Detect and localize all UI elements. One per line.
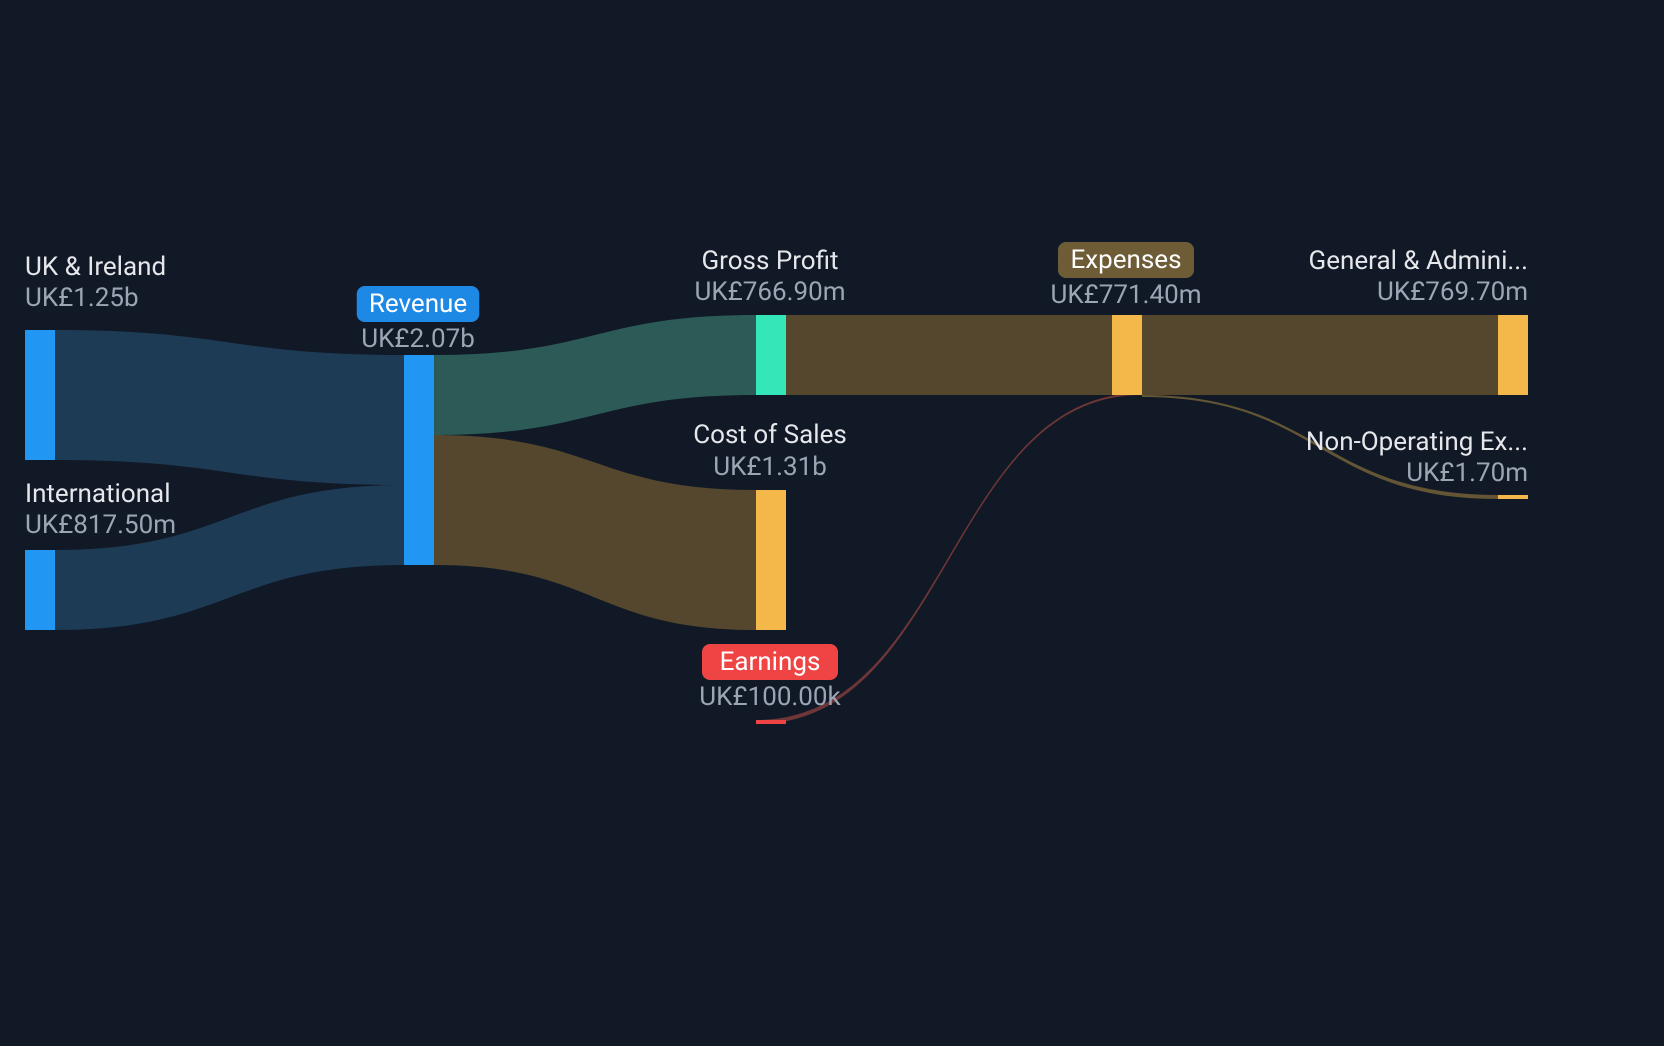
sankey-node-revenue[interactable] — [404, 355, 434, 565]
sankey-node-international[interactable] — [25, 550, 55, 630]
node-value-expenses: UK£771.40m — [1050, 280, 1201, 310]
sankey-node-uk_ireland[interactable] — [25, 330, 55, 460]
node-title-gross_profit: Gross Profit — [701, 246, 838, 276]
node-value-non_operating: UK£1.70m — [1406, 458, 1528, 488]
sankey-node-expenses[interactable] — [1112, 315, 1142, 395]
node-value-revenue: UK£2.07b — [361, 324, 475, 354]
node-title-general_admin: General & Admini... — [1309, 246, 1528, 276]
sankey-node-cost_of_sales[interactable] — [756, 490, 786, 630]
node-title-earnings: Earnings — [720, 647, 821, 677]
node-title-expenses: Expenses — [1070, 245, 1181, 275]
node-value-international: UK£817.50m — [25, 510, 176, 540]
node-value-earnings: UK£100.00k — [699, 682, 841, 712]
sankey-link — [1142, 315, 1498, 395]
node-title-non_operating: Non-Operating Ex... — [1306, 427, 1528, 457]
sankey-node-gross_profit[interactable] — [756, 315, 786, 395]
sankey-node-non_operating[interactable] — [1498, 495, 1528, 499]
sankey-node-earnings[interactable] — [756, 720, 786, 724]
sankey-node-general_admin[interactable] — [1498, 315, 1528, 395]
node-title-cost_of_sales: Cost of Sales — [693, 420, 847, 450]
sankey-link — [786, 315, 1112, 395]
node-title-revenue: Revenue — [369, 289, 467, 319]
node-value-cost_of_sales: UK£1.31b — [713, 452, 827, 482]
node-value-general_admin: UK£769.70m — [1377, 277, 1528, 307]
node-title-international: International — [25, 479, 171, 509]
sankey-chart: UK & IrelandUK£1.25b InternationalUK£817.… — [0, 0, 1664, 1046]
node-value-uk_ireland: UK£1.25b — [25, 283, 139, 313]
node-title-uk_ireland: UK & Ireland — [25, 252, 166, 282]
node-value-gross_profit: UK£766.90m — [694, 277, 845, 307]
